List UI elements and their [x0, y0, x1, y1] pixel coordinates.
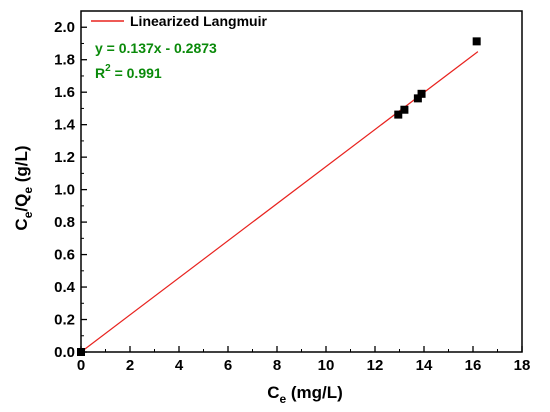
- data-point-3: [413, 94, 422, 103]
- x-tick-label-18: 18: [514, 357, 531, 374]
- y-tick-label-1.2: 1.2: [54, 149, 75, 166]
- x-tick-label-16: 16: [465, 357, 482, 374]
- x-axis-title: Ce (mg/L): [267, 383, 343, 406]
- data-point-1: [394, 110, 403, 119]
- x-tick-label-4: 4: [175, 357, 184, 374]
- data-point-4: [417, 89, 426, 98]
- y-tick-label-1.0: 1.0: [54, 182, 75, 199]
- data-point-5: [472, 37, 481, 46]
- legend: Linearized Langmuir: [91, 13, 267, 29]
- fit-annotation: y = 0.137x - 0.2873 R2 = 0.991: [95, 40, 217, 81]
- legend-label-linearized-langmuir: Linearized Langmuir: [130, 13, 267, 29]
- y-axis-title: Ce/Qe (g/L): [12, 145, 35, 230]
- y-tick-label-0.6: 0.6: [54, 247, 75, 264]
- x-tick-label-10: 10: [318, 357, 335, 374]
- x-tick-label-12: 12: [367, 357, 384, 374]
- data-point-2: [400, 105, 409, 114]
- x-tick-label-8: 8: [273, 357, 281, 374]
- data-point-0: [77, 348, 85, 356]
- y-tick-label-1.6: 1.6: [54, 84, 75, 101]
- y-tick-label-1.8: 1.8: [54, 52, 75, 69]
- fit-line-linearized-langmuir: [80, 51, 479, 353]
- y-tick-label-0.2: 0.2: [54, 312, 75, 329]
- plot-frame: [80, 10, 523, 353]
- y-tick-label-0.4: 0.4: [54, 279, 76, 296]
- fit-r-squared: R2 = 0.991: [95, 63, 162, 81]
- x-tick-label-14: 14: [416, 357, 433, 374]
- x-tick-label-6: 6: [224, 357, 232, 374]
- x-tick-label-2: 2: [126, 357, 134, 374]
- y-tick-label-0.0: 0.0: [54, 344, 75, 361]
- y-tick-label-1.4: 1.4: [54, 117, 76, 134]
- y-tick-label-2.0: 2.0: [54, 19, 75, 36]
- x-tick-label-0: 0: [77, 357, 85, 374]
- fit-equation: y = 0.137x - 0.2873: [95, 40, 217, 56]
- y-tick-label-0.8: 0.8: [54, 214, 75, 231]
